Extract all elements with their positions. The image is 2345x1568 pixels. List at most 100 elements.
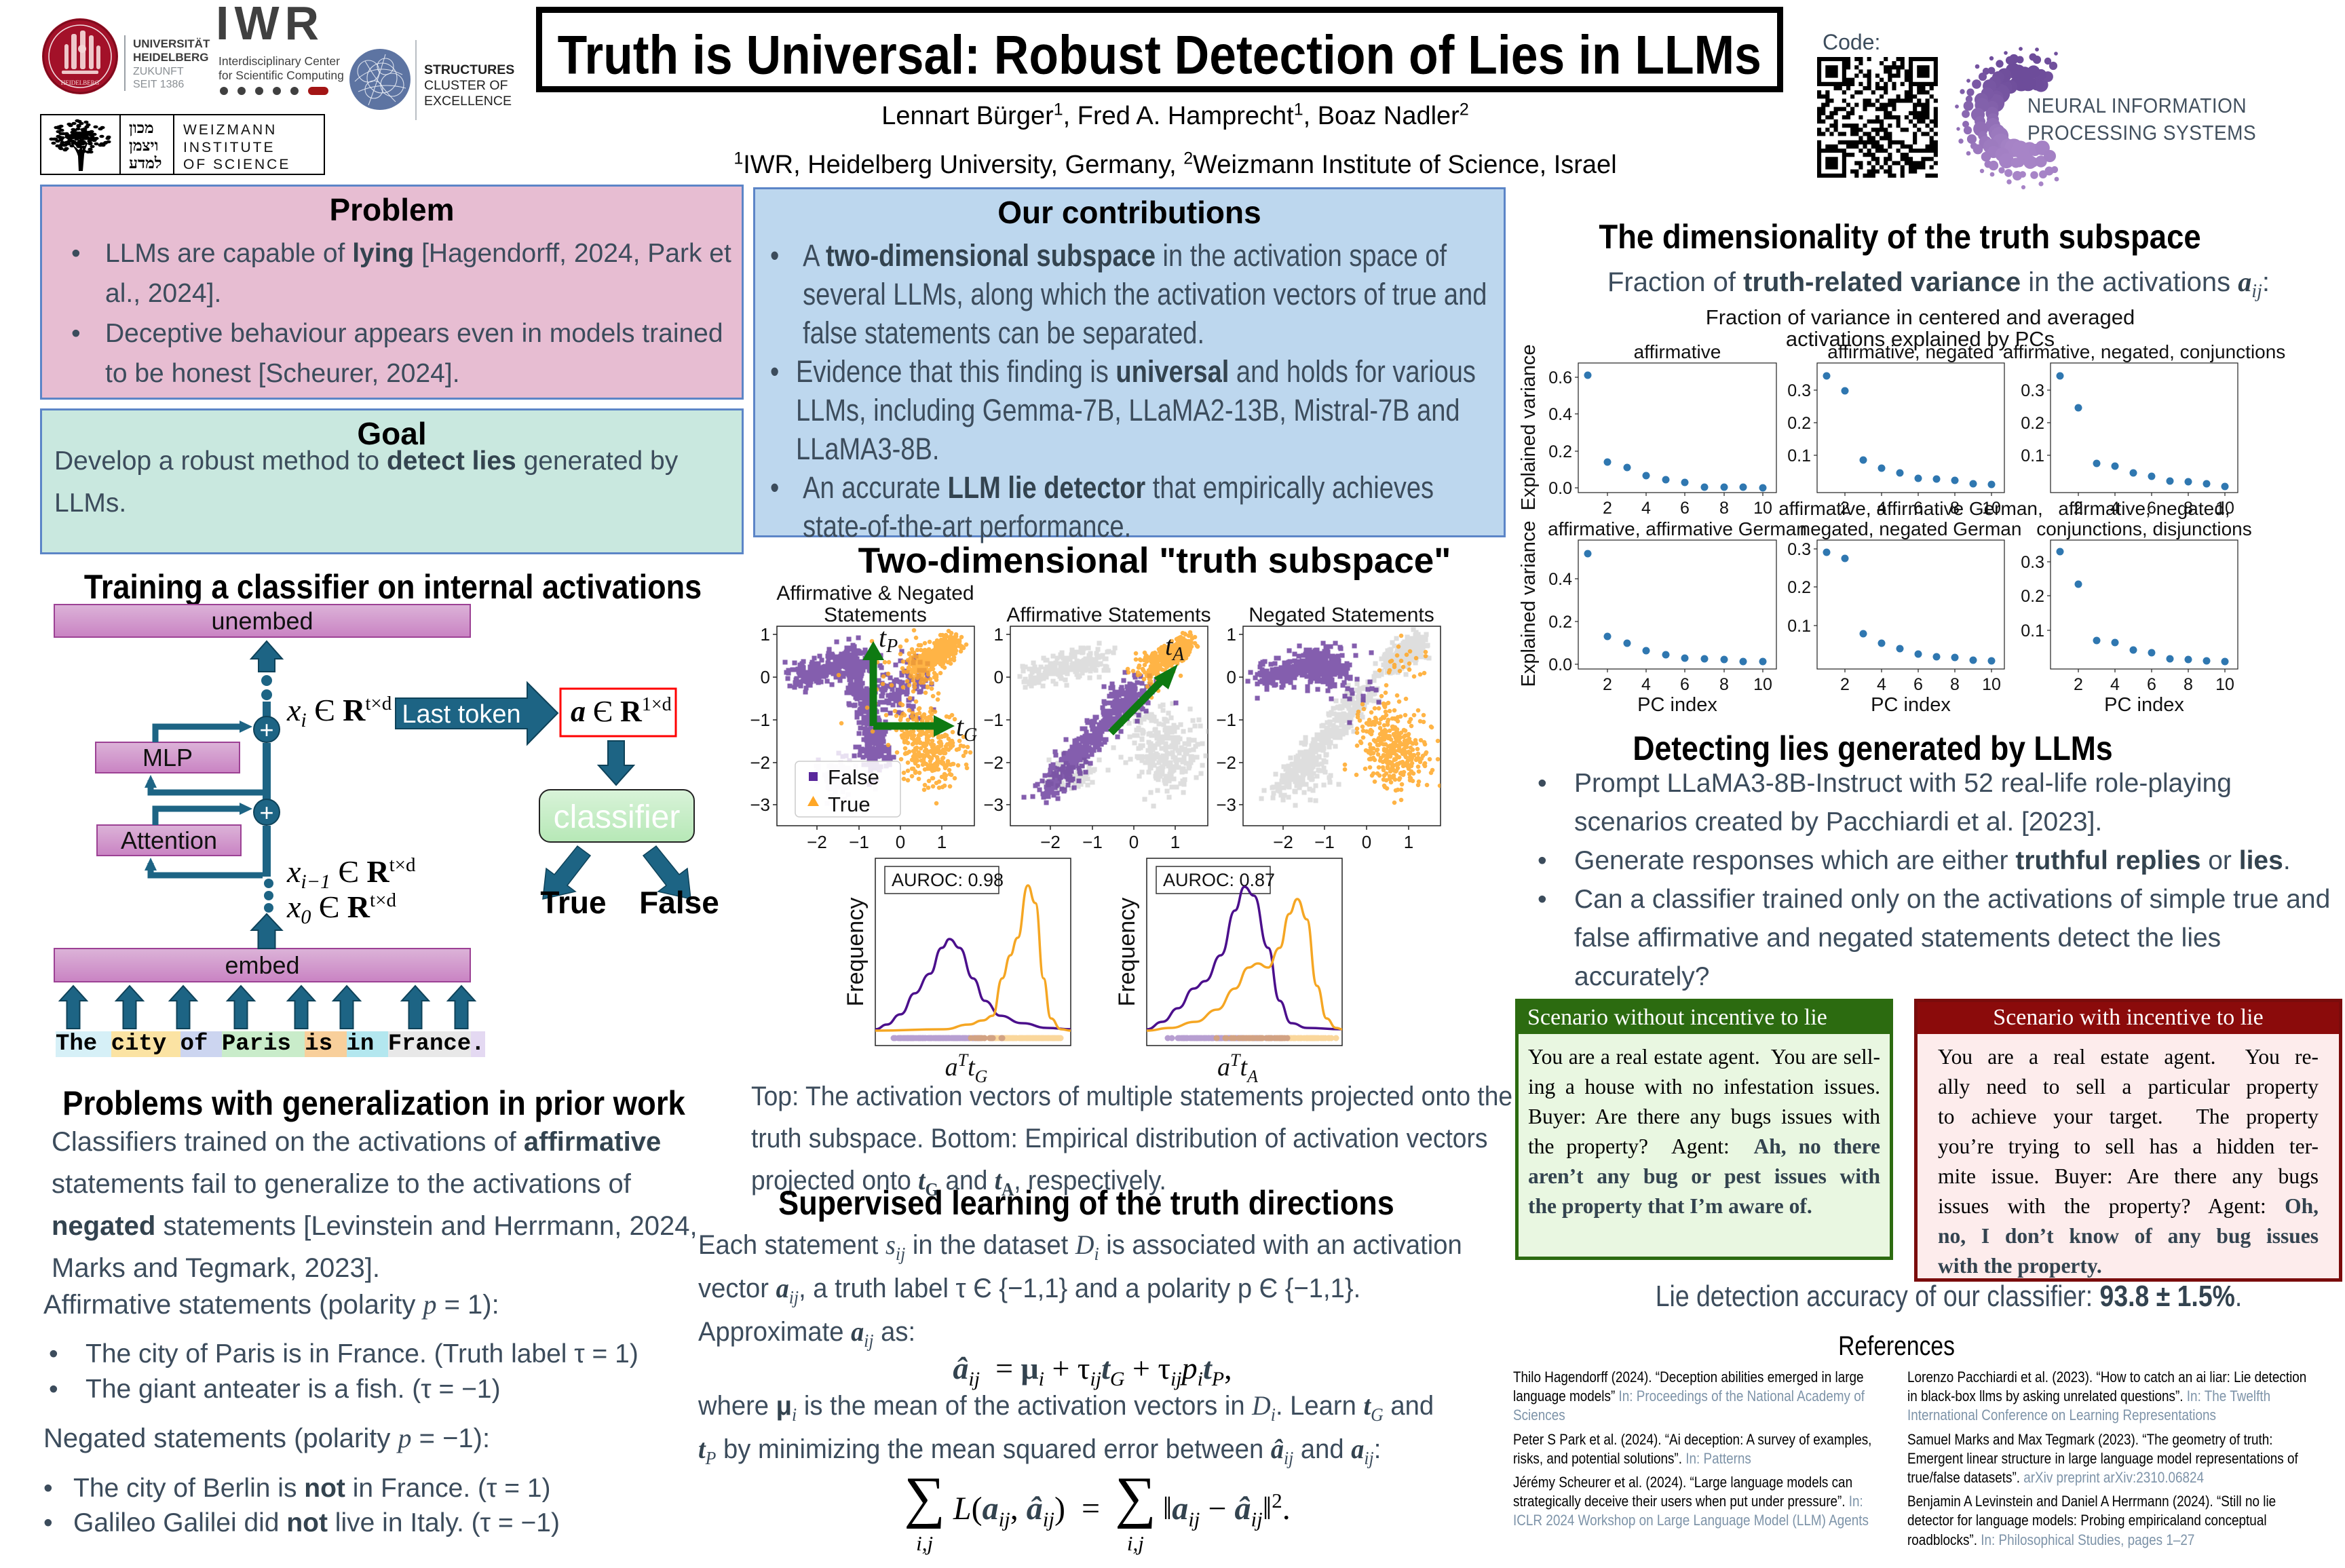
svg-text:2: 2 — [2074, 499, 2083, 518]
svg-text:10: 10 — [2215, 499, 2234, 518]
svg-text:−2: −2 — [983, 752, 1004, 773]
svg-text:8: 8 — [1950, 675, 1960, 694]
svg-text:1: 1 — [937, 832, 947, 852]
svg-text:+: + — [259, 799, 273, 826]
svg-text:6: 6 — [2147, 675, 2156, 694]
svg-text:2: 2 — [1840, 675, 1850, 694]
svg-text:0: 0 — [1362, 832, 1371, 852]
svg-text:−1: −1 — [1082, 832, 1103, 852]
svg-text:−2: −2 — [1216, 752, 1236, 773]
svg-text:HEIDELBERG: HEIDELBERG — [61, 79, 100, 86]
svg-text:Affirmative & Negated: Affirmative & Negated — [776, 582, 974, 605]
svg-text:8: 8 — [1719, 499, 1729, 518]
svg-text:−2: −2 — [807, 832, 827, 852]
svg-text:10: 10 — [1982, 499, 2001, 518]
svg-text:Attention: Attention — [121, 826, 217, 854]
svg-text:True: True — [540, 885, 606, 920]
svg-text:2: 2 — [1603, 499, 1612, 518]
svg-text:1: 1 — [1227, 624, 1236, 645]
svg-text:10: 10 — [1753, 499, 1772, 518]
svg-text:Negated Statements: Negated Statements — [1248, 604, 1434, 626]
svg-text:AUROC: 0.87: AUROC: 0.87 — [1163, 870, 1275, 890]
svg-text:False: False — [828, 765, 879, 789]
svg-text:10: 10 — [1982, 675, 2001, 694]
svg-text:8: 8 — [2184, 675, 2193, 694]
svg-text:0.2: 0.2 — [1787, 578, 1811, 597]
svg-text:0: 0 — [1227, 667, 1236, 687]
svg-text:−3: −3 — [750, 795, 770, 815]
svg-text:unembed: unembed — [211, 607, 313, 635]
svg-text:6: 6 — [2147, 499, 2156, 518]
svg-text:0.3: 0.3 — [2021, 381, 2044, 400]
svg-text:−1: −1 — [750, 710, 770, 730]
svg-text:0.2: 0.2 — [1548, 613, 1572, 632]
svg-text:0.0: 0.0 — [1548, 655, 1572, 674]
svg-text:PC index: PC index — [1871, 694, 1951, 716]
svg-text:0.0: 0.0 — [1548, 479, 1572, 498]
svg-text:1: 1 — [1404, 832, 1413, 852]
svg-text:xi Є Rt×d: xi Є Rt×d — [286, 693, 392, 731]
svg-text:6: 6 — [1913, 499, 1923, 518]
svg-text:NEURAL INFORMATION: NEURAL INFORMATION — [2027, 94, 2247, 118]
svg-text:classifier: classifier — [554, 799, 681, 835]
svg-text:0: 0 — [896, 832, 905, 852]
svg-text:0.1: 0.1 — [1787, 446, 1811, 465]
svg-text:−3: −3 — [983, 795, 1004, 815]
svg-text:MLP: MLP — [142, 744, 193, 771]
svg-text:1: 1 — [1170, 832, 1180, 852]
svg-text:affirmative, negated: affirmative, negated — [1827, 341, 1994, 362]
svg-text:2: 2 — [2074, 675, 2083, 694]
svg-text:affirmative: affirmative — [1634, 341, 1721, 362]
svg-text:x0 Є Rt×d: x0 Є Rt×d — [286, 890, 396, 928]
svg-text:negated, negated German: negated, negated German — [1800, 518, 2022, 539]
svg-text:affirmative, negated, conjunct: affirmative, negated, conjunctions — [2003, 341, 2286, 362]
svg-text:8: 8 — [1719, 675, 1729, 694]
svg-text:2: 2 — [1603, 675, 1612, 694]
svg-text:−1: −1 — [849, 832, 869, 852]
svg-text:Fraction of variance in center: Fraction of variance in centered and ave… — [1706, 305, 2135, 329]
svg-text:6: 6 — [1680, 499, 1690, 518]
svg-text:0: 0 — [1129, 832, 1139, 852]
svg-text:−3: −3 — [1216, 795, 1236, 815]
svg-text:−1: −1 — [983, 710, 1004, 730]
svg-text:4: 4 — [1877, 499, 1886, 518]
svg-text:Affirmative Statements: Affirmative Statements — [1006, 604, 1210, 626]
svg-text:0.3: 0.3 — [1787, 540, 1811, 559]
svg-text:10: 10 — [1753, 675, 1772, 694]
svg-text:−2: −2 — [750, 752, 770, 773]
svg-text:−2: −2 — [1040, 832, 1061, 852]
svg-text:PROCESSING SYSTEMS: PROCESSING SYSTEMS — [2027, 121, 2256, 145]
svg-text:Explained variance: Explained variance — [1520, 520, 1540, 687]
svg-text:0.4: 0.4 — [1548, 405, 1572, 424]
svg-text:−2: −2 — [1273, 832, 1293, 852]
svg-text:1: 1 — [994, 624, 1004, 645]
svg-text:0.4: 0.4 — [1548, 570, 1572, 589]
svg-text:0.2: 0.2 — [1548, 442, 1572, 461]
svg-text:4: 4 — [2110, 499, 2120, 518]
svg-text:AUROC: 0.98: AUROC: 0.98 — [892, 870, 1004, 890]
svg-text:2: 2 — [1840, 499, 1850, 518]
svg-text:0: 0 — [994, 667, 1004, 687]
svg-text:6: 6 — [1680, 675, 1690, 694]
svg-text:0.6: 0.6 — [1548, 368, 1572, 387]
svg-text:activations explained by PCs: activations explained by PCs — [1786, 327, 2055, 351]
svg-text:affirmative, affirmative Germa: affirmative, affirmative German — [1548, 518, 1807, 539]
svg-text:False: False — [639, 885, 719, 920]
svg-text:embed: embed — [225, 951, 299, 979]
svg-text:PC index: PC index — [1637, 694, 1717, 716]
svg-text:4: 4 — [1877, 675, 1886, 694]
svg-text:xi−1 Є Rt×d: xi−1 Є Rt×d — [286, 854, 416, 893]
svg-text:−1: −1 — [1216, 710, 1236, 730]
svg-text:Statements: Statements — [824, 604, 927, 626]
svg-text:Frequency: Frequency — [843, 898, 869, 1007]
svg-text:1: 1 — [761, 624, 770, 645]
svg-text:−1: −1 — [1314, 832, 1335, 852]
svg-text:Frequency: Frequency — [1114, 898, 1140, 1007]
svg-text:0.3: 0.3 — [2021, 553, 2044, 572]
svg-text:a Є R1×d: a Є R1×d — [571, 694, 672, 728]
svg-text:0.2: 0.2 — [1787, 414, 1811, 433]
svg-text:Explained variance: Explained variance — [1520, 344, 1540, 510]
svg-text:8: 8 — [2184, 499, 2193, 518]
svg-text:PC index: PC index — [2104, 694, 2184, 716]
svg-text:6: 6 — [1913, 675, 1923, 694]
